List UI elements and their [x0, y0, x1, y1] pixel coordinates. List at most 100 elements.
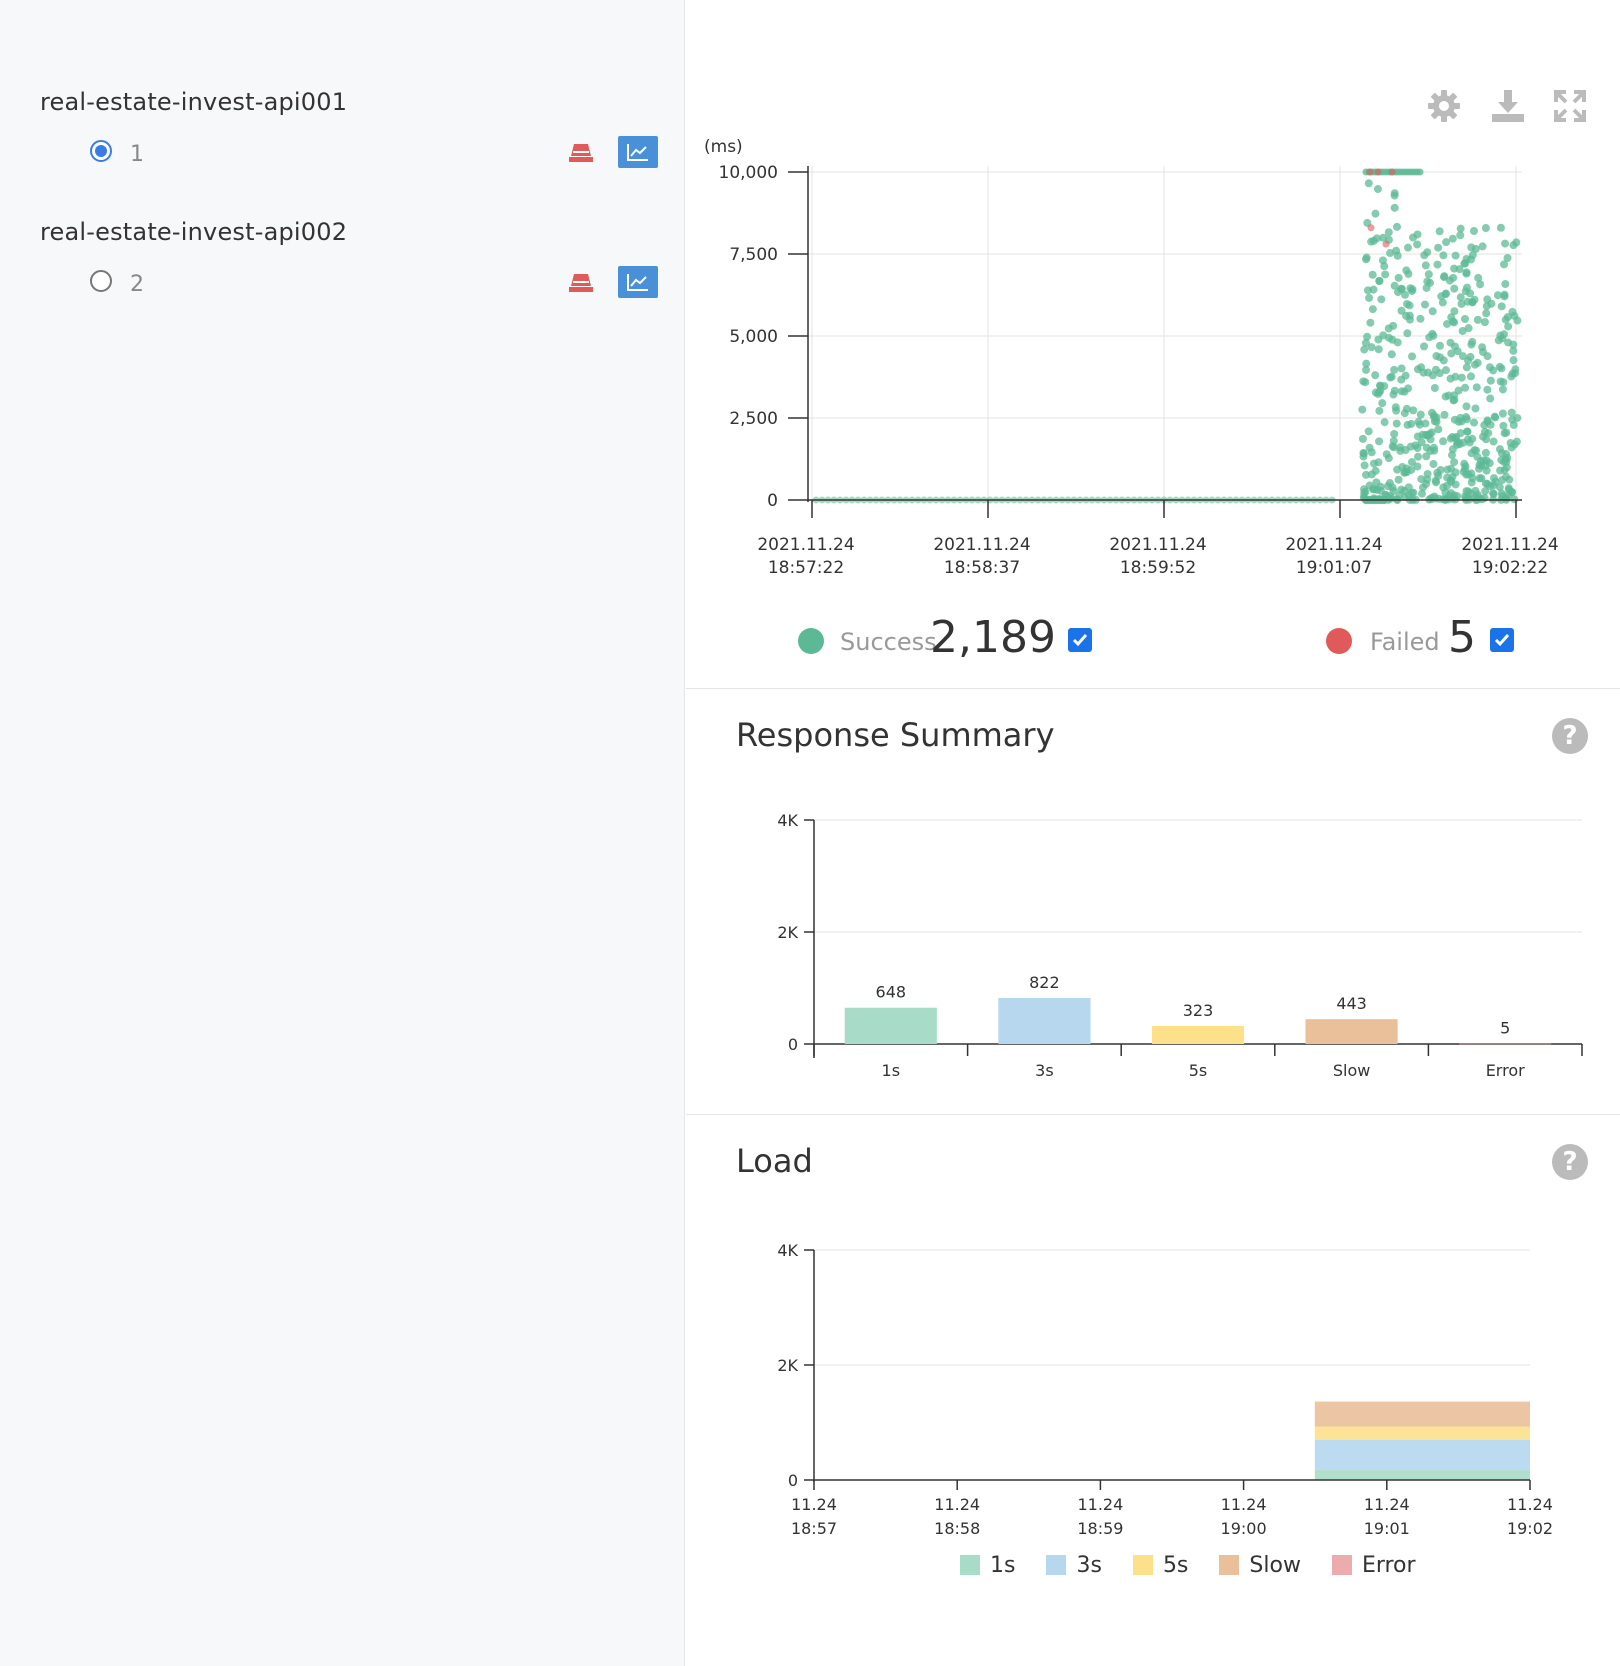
legend-swatch-5s — [1132, 1555, 1153, 1575]
scatter-point — [1416, 314, 1425, 323]
scatter-point — [1454, 386, 1463, 395]
scatter-point — [1367, 343, 1376, 352]
failed-checkbox[interactable] — [1490, 628, 1514, 652]
scatter-point — [1419, 368, 1428, 377]
scatter-point — [1454, 417, 1463, 426]
instance-radio[interactable] — [90, 270, 112, 292]
success-checkbox[interactable] — [1068, 628, 1092, 652]
scatter-point — [1482, 302, 1491, 311]
x-tick-label: 18:59 — [1077, 1519, 1123, 1538]
scatter-point — [1500, 290, 1509, 299]
legend-label[interactable]: Slow — [1249, 1552, 1301, 1578]
scatter-point — [1470, 418, 1479, 427]
download-icon[interactable] — [1490, 88, 1526, 124]
scatter-point — [1494, 336, 1503, 345]
success-legend[interactable]: Success 2,189 — [798, 612, 1098, 663]
scatter-point — [1441, 366, 1450, 375]
x-tick-label: 2021.11.24 — [1285, 535, 1382, 555]
expand-icon[interactable] — [1552, 88, 1588, 124]
bar — [1305, 1019, 1398, 1044]
instance-radio[interactable] — [90, 140, 112, 162]
scatter-point — [1472, 383, 1481, 392]
x-tick-label: 5s — [1189, 1061, 1208, 1080]
scatter-point — [1384, 324, 1393, 333]
scatter-point — [1508, 415, 1517, 424]
scatter-point — [1432, 478, 1441, 487]
y-tick-label: 2K — [777, 923, 798, 942]
scatter-point — [1390, 189, 1399, 198]
bar-value-label: 443 — [1336, 994, 1367, 1013]
scatter-point — [1498, 385, 1507, 394]
legend-swatch-slow — [1219, 1555, 1240, 1575]
success-label: Success — [840, 628, 937, 656]
scatter-point — [1476, 280, 1485, 289]
agent-instance-row[interactable]: 2 — [40, 266, 660, 306]
agent-name: real-estate-invest-api001 — [40, 88, 348, 116]
hat-icon[interactable] — [568, 272, 594, 294]
x-tick-label: 2021.11.24 — [1461, 535, 1558, 555]
scatter-point — [1407, 458, 1416, 467]
scatter-point — [1361, 487, 1370, 496]
scatter-point — [1447, 477, 1456, 486]
legend-label[interactable]: 3s — [1076, 1552, 1102, 1578]
area-segment — [1314, 1401, 1530, 1427]
failed-legend[interactable]: Failed 5 — [1326, 612, 1526, 663]
agent-group-api002: real-estate-invest-api002 2 — [40, 218, 660, 306]
scatter-point — [1504, 322, 1513, 331]
scatter-point — [1422, 452, 1431, 461]
scatter-point — [1458, 352, 1467, 361]
scatter-point — [1422, 283, 1431, 292]
x-tick-label: 18:57:22 — [768, 558, 844, 578]
scatter-point — [1496, 223, 1505, 232]
scatter-point — [1438, 495, 1447, 504]
scatter-point — [1360, 345, 1369, 354]
scatter-point — [1423, 277, 1432, 286]
response-summary-bar-chart[interactable]: 4K 2K 0 648 1s 822 3s 323 5s 443 Slow 5 Error — [686, 800, 1620, 1090]
question-icon[interactable]: ? — [1552, 718, 1588, 754]
scatter-point — [1457, 299, 1466, 308]
scatter-point — [1468, 337, 1477, 346]
response-time-scatter-chart[interactable]: (ms) 10,000 7,500 5,000 2,500 0 2021.11.24 18:… — [686, 130, 1620, 590]
load-area-chart[interactable]: 4K 2K 0 11.24 18:57 11.24 18:58 11.24 18:59 11.24… — [686, 1230, 1620, 1550]
x-tick-label: 11.24 — [1507, 1495, 1553, 1514]
agent-name: real-estate-invest-api002 — [40, 218, 348, 246]
scatter-point — [1462, 268, 1471, 277]
gear-icon[interactable] — [1426, 88, 1462, 124]
question-icon[interactable]: ? — [1552, 1144, 1588, 1180]
chart-button[interactable] — [618, 136, 658, 168]
scatter-point — [1463, 427, 1472, 436]
scatter-point — [1362, 365, 1371, 374]
legend-label[interactable]: Error — [1361, 1552, 1416, 1578]
instance-label: 2 — [130, 272, 144, 297]
hat-icon[interactable] — [568, 142, 594, 164]
bar-value-label: 822 — [1029, 973, 1060, 992]
scatter-point — [1390, 365, 1399, 374]
scatter-point — [1386, 249, 1395, 258]
x-tick-label: 11.24 — [791, 1495, 837, 1514]
scatter-point — [1470, 295, 1479, 304]
scatter-point — [1369, 236, 1378, 245]
legend-swatch-1s — [960, 1555, 980, 1575]
x-tick-label: 2021.11.24 — [757, 535, 854, 555]
scatter-point — [1363, 332, 1372, 341]
scatter-point — [1402, 300, 1411, 309]
scatter-point — [1411, 441, 1420, 450]
legend-label[interactable]: 1s — [990, 1552, 1016, 1578]
scatter-point — [1466, 372, 1475, 381]
agent-instance-row[interactable]: 1 — [40, 136, 660, 176]
chart-button[interactable] — [618, 266, 658, 298]
scatter-point — [1420, 251, 1429, 260]
legend-label[interactable]: 5s — [1162, 1552, 1189, 1578]
y-tick-label: 5,000 — [729, 327, 778, 347]
scatter-point — [1513, 316, 1522, 325]
scatter-point — [1480, 494, 1489, 503]
agent-group-api001: real-estate-invest-api001 1 — [40, 88, 660, 176]
scatter-point — [1393, 338, 1402, 347]
scatter-point — [1443, 319, 1452, 328]
scatter-point — [1370, 485, 1379, 494]
scatter-point — [1490, 412, 1499, 421]
scatter-point — [1390, 203, 1399, 212]
scatter-point — [1439, 356, 1448, 365]
scatter-point — [1397, 284, 1406, 293]
scatter-point — [1464, 324, 1473, 333]
